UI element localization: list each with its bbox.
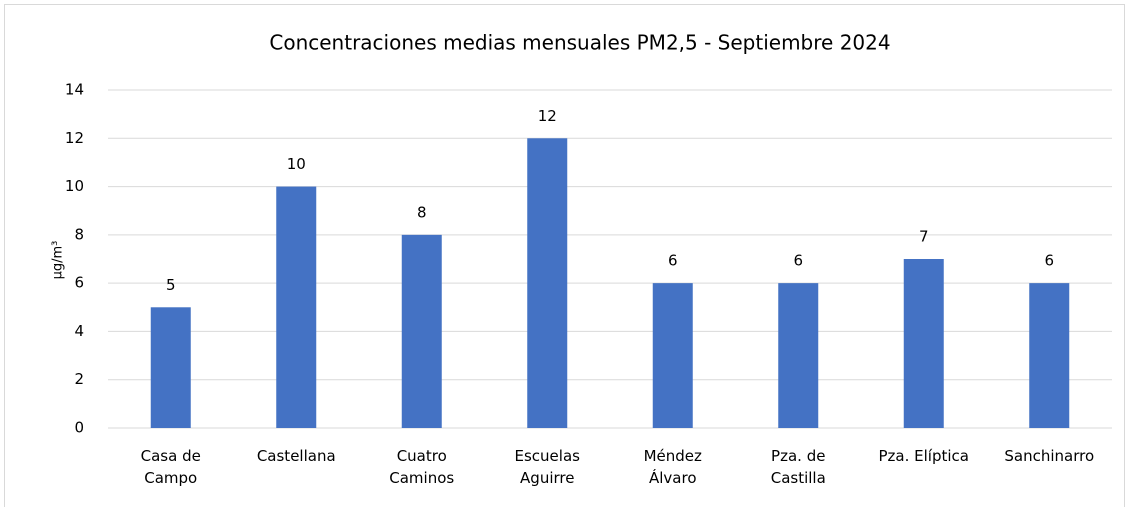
y-tick-label: 4 [74, 322, 84, 340]
y-tick-label: 6 [74, 274, 84, 292]
x-tick-label-line: Sanchinarro [1004, 447, 1094, 465]
x-tick-label-line: Escuelas [515, 447, 581, 465]
data-label: 6 [793, 252, 803, 270]
x-tick-label: Pza. Elíptica [879, 447, 969, 465]
x-tick-label: Cuatro Caminos [389, 447, 454, 487]
x-tick-label: Castellana [257, 447, 336, 465]
y-tick-label: 0 [74, 419, 84, 437]
bar [652, 283, 693, 428]
data-label: 6 [1044, 252, 1054, 270]
x-tick-label-line: Campo [144, 469, 197, 487]
x-tick-label-line: Pza. Elíptica [879, 447, 969, 465]
x-tick-label-line: Castilla [771, 469, 826, 487]
data-label: 12 [538, 107, 557, 125]
x-tick-label: Sanchinarro [1004, 447, 1094, 465]
bar [778, 283, 819, 428]
data-label: 8 [417, 203, 427, 221]
y-tick-label: 8 [74, 225, 84, 243]
x-tick-label-line: Méndez [644, 447, 702, 465]
x-tick-label: Escuelas Aguirre [515, 447, 581, 487]
y-tick-label: 12 [65, 129, 84, 147]
y-tick-label: 2 [74, 370, 84, 388]
x-tick-label-line: Castellana [257, 447, 336, 465]
x-tick-label-line: Casa de [141, 447, 201, 465]
x-tick-label-line: Pza. de [771, 447, 825, 465]
data-label: 5 [166, 276, 176, 294]
y-axis-label: µg/m³ [51, 241, 66, 280]
bar [1029, 283, 1070, 428]
data-label: 7 [919, 228, 929, 246]
x-tick-label-line: Aguirre [520, 469, 574, 487]
x-tick-label: Pza. de Castilla [771, 447, 826, 487]
x-tick-label-line: Cuatro [397, 447, 447, 465]
bar [903, 259, 944, 428]
bar [150, 307, 191, 428]
x-tick-label-line: Caminos [389, 469, 454, 487]
bar [401, 234, 442, 428]
y-tick-label: 14 [65, 81, 84, 99]
y-tick-label: 10 [65, 177, 84, 195]
bar [276, 186, 317, 428]
x-tick-label: Méndez Álvaro [644, 447, 702, 487]
x-tick-label: Casa de Campo [141, 447, 201, 487]
data-label: 6 [668, 252, 678, 270]
chart-title: Concentraciones medias mensuales PM2,5 -… [269, 31, 890, 55]
data-label: 10 [287, 155, 306, 173]
x-tick-label-line: Álvaro [649, 468, 697, 487]
bar [527, 138, 568, 429]
